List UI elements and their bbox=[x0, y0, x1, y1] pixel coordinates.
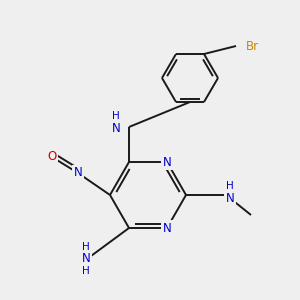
Text: H: H bbox=[82, 242, 90, 252]
Text: Br: Br bbox=[246, 40, 259, 52]
Text: H: H bbox=[226, 181, 234, 191]
Text: H: H bbox=[82, 266, 90, 276]
Text: N: N bbox=[82, 253, 90, 266]
Text: N: N bbox=[163, 221, 171, 235]
Text: O: O bbox=[47, 151, 57, 164]
Text: N: N bbox=[226, 191, 234, 205]
Text: N: N bbox=[163, 155, 171, 169]
Text: N: N bbox=[74, 167, 82, 179]
Text: H: H bbox=[112, 111, 120, 121]
Text: N: N bbox=[112, 122, 120, 136]
